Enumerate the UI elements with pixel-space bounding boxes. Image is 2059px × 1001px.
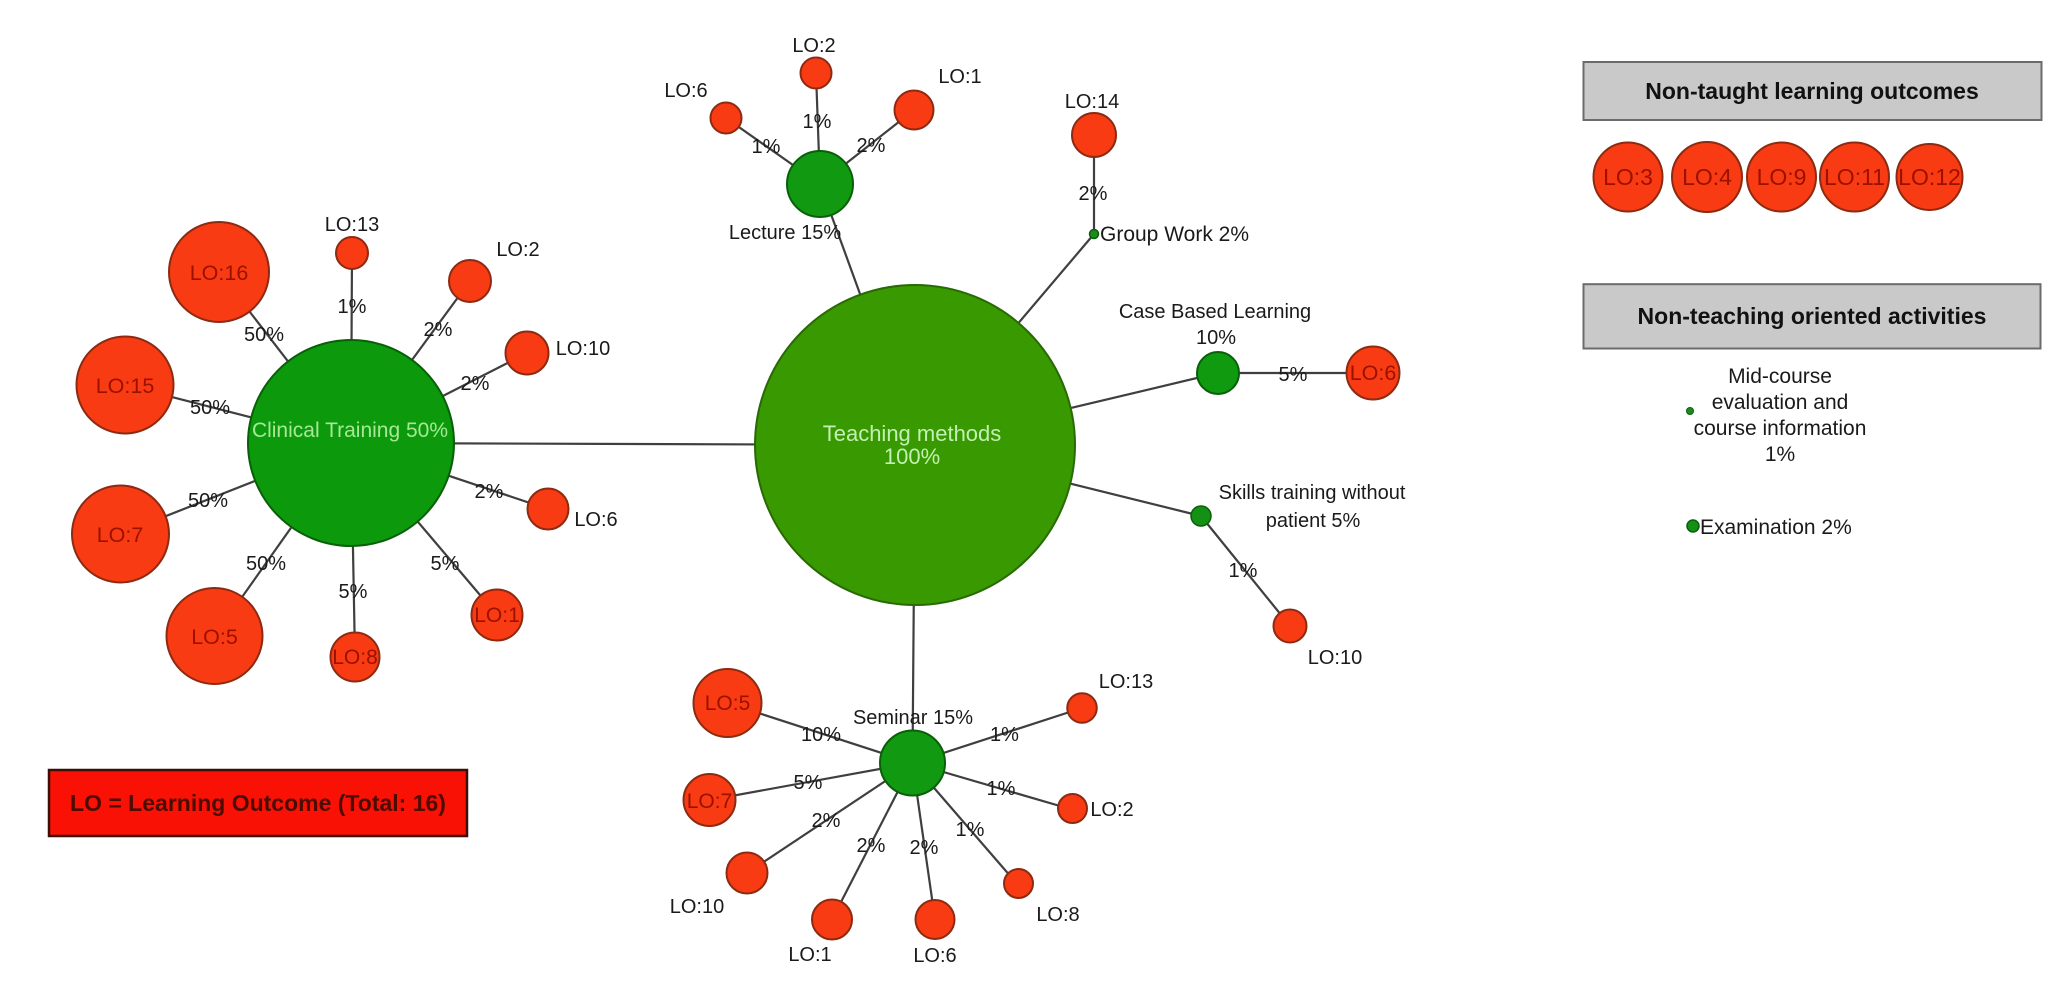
svg-text:LO:10: LO:10 [556,338,610,360]
svg-text:100%: 100% [884,444,940,469]
svg-text:LO:11: LO:11 [1824,164,1885,190]
svg-text:evaluation and: evaluation and [1712,391,1849,414]
svg-text:1%: 1% [990,724,1019,746]
svg-text:1%: 1% [956,819,985,841]
svg-text:LO:6: LO:6 [664,80,707,102]
svg-text:LO:13: LO:13 [1099,671,1153,693]
svg-text:1%: 1% [1229,560,1258,582]
svg-text:2%: 2% [910,837,939,859]
svg-text:2%: 2% [857,135,886,157]
svg-text:5%: 5% [431,553,460,575]
svg-text:2%: 2% [812,810,841,832]
svg-text:1%: 1% [987,778,1016,800]
svg-text:50%: 50% [190,397,230,419]
svg-text:LO:10: LO:10 [1308,647,1362,669]
svg-text:LO:13: LO:13 [325,214,379,236]
svg-text:LO:5: LO:5 [705,692,751,715]
svg-text:LO:2: LO:2 [496,239,539,261]
svg-text:LO:6: LO:6 [1350,361,1397,385]
svg-text:LO:15: LO:15 [96,374,155,398]
svg-text:LO:8: LO:8 [332,646,378,669]
svg-text:5%: 5% [794,772,823,794]
svg-text:1%: 1% [752,136,781,158]
svg-text:LO:1: LO:1 [788,944,831,966]
svg-text:2%: 2% [475,481,504,503]
svg-text:LO:14: LO:14 [1065,91,1119,113]
svg-text:2%: 2% [857,835,886,857]
svg-text:10%: 10% [1196,327,1236,349]
svg-text:Group Work 2%: Group Work 2% [1100,223,1249,246]
svg-text:course information: course information [1694,417,1867,440]
svg-text:Teaching methods: Teaching methods [823,421,1002,446]
svg-text:1%: 1% [803,111,832,133]
svg-text:Skills training without: Skills training without [1219,482,1406,504]
svg-text:Clinical Training 50%: Clinical Training 50% [252,419,448,442]
svg-text:2%: 2% [424,319,453,341]
svg-text:5%: 5% [1279,364,1308,386]
svg-text:LO:1: LO:1 [938,66,981,88]
svg-text:LO:7: LO:7 [687,790,733,813]
svg-text:LO:4: LO:4 [1682,164,1732,190]
svg-text:LO:1: LO:1 [474,604,520,627]
svg-text:2%: 2% [1079,183,1108,205]
svg-text:LO:6: LO:6 [913,945,956,967]
svg-text:10%: 10% [801,724,841,746]
svg-text:Case Based Learning: Case Based Learning [1119,301,1311,323]
svg-text:LO:2: LO:2 [1090,799,1133,821]
svg-text:50%: 50% [188,490,228,512]
svg-text:LO:5: LO:5 [191,625,238,649]
svg-text:50%: 50% [244,324,284,346]
svg-text:Seminar 15%: Seminar 15% [853,707,973,729]
svg-text:LO:16: LO:16 [190,261,249,285]
svg-text:LO:8: LO:8 [1036,904,1079,926]
svg-text:LO:7: LO:7 [97,523,144,547]
svg-text:patient 5%: patient 5% [1266,510,1361,532]
svg-text:Mid-course: Mid-course [1728,365,1832,388]
svg-text:LO:3: LO:3 [1603,164,1653,190]
svg-text:1%: 1% [338,296,367,318]
svg-text:LO:9: LO:9 [1757,164,1807,190]
svg-text:LO:10: LO:10 [670,896,724,918]
svg-text:2%: 2% [461,373,490,395]
svg-text:LO:6: LO:6 [574,509,617,531]
svg-text:Non-taught learning outcomes: Non-taught learning outcomes [1645,78,1979,104]
svg-text:LO = Learning Outcome (Total:: LO = Learning Outcome (Total: 16) [70,790,446,816]
svg-text:Examination 2%: Examination 2% [1700,516,1852,539]
svg-text:50%: 50% [246,553,286,575]
svg-text:LO:12: LO:12 [1898,164,1961,190]
svg-text:LO:2: LO:2 [792,35,835,57]
svg-text:1%: 1% [1765,443,1795,466]
svg-text:Lecture 15%: Lecture 15% [729,222,842,244]
svg-text:5%: 5% [339,581,368,603]
svg-text:Non-teaching oriented activiti: Non-teaching oriented activities [1638,303,1987,329]
